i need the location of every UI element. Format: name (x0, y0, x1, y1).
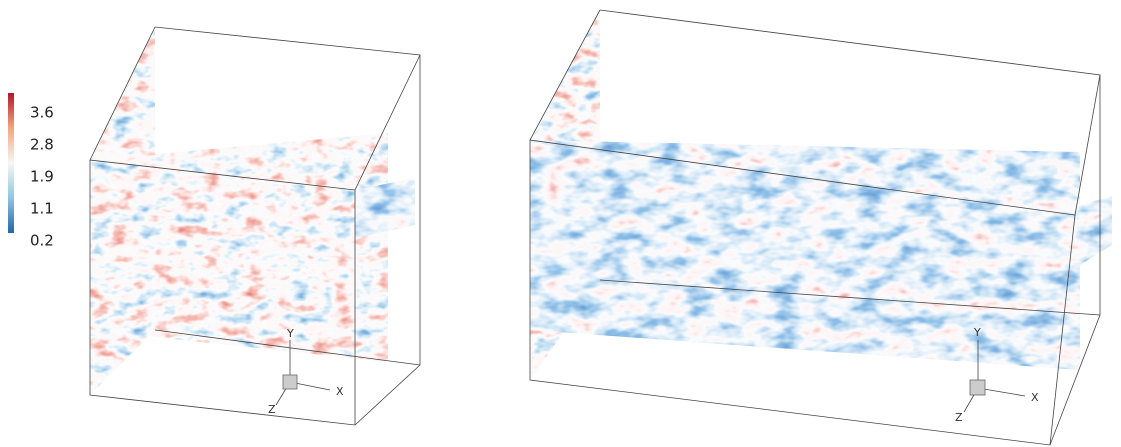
xy-slice (530, 140, 1080, 370)
colorbar-tick-label: 1.1 (30, 200, 54, 218)
colorbar (8, 93, 14, 233)
colorbar-tick-label: 1.9 (30, 168, 54, 186)
panel-right: Y X Z (529, 9, 1112, 446)
colorbar-tick-label: 3.6 (30, 104, 54, 122)
axis-label: Z (955, 411, 963, 424)
axis-label: Y (973, 326, 981, 339)
axis-triad: Y X Z (268, 327, 344, 416)
box-edge (599, 279, 1101, 316)
axis-label: X (1031, 391, 1039, 404)
colorbar-tick-label: 2.8 (30, 136, 54, 154)
panel-left: Y X Z (89, 26, 421, 426)
axis-label: Z (268, 403, 276, 416)
xy-slice (90, 133, 388, 362)
axis-label: Y (286, 327, 294, 340)
axis-triad: Y X Z (955, 326, 1039, 424)
box-edge (154, 329, 421, 366)
axis-label: X (336, 385, 344, 398)
colorbar-ticks: 3.6 2.8 1.9 1.1 0.2 (30, 104, 54, 250)
xz-slice (1080, 196, 1112, 265)
colorbar-tick-label: 0.2 (30, 232, 54, 250)
box-edge (1049, 214, 1076, 446)
